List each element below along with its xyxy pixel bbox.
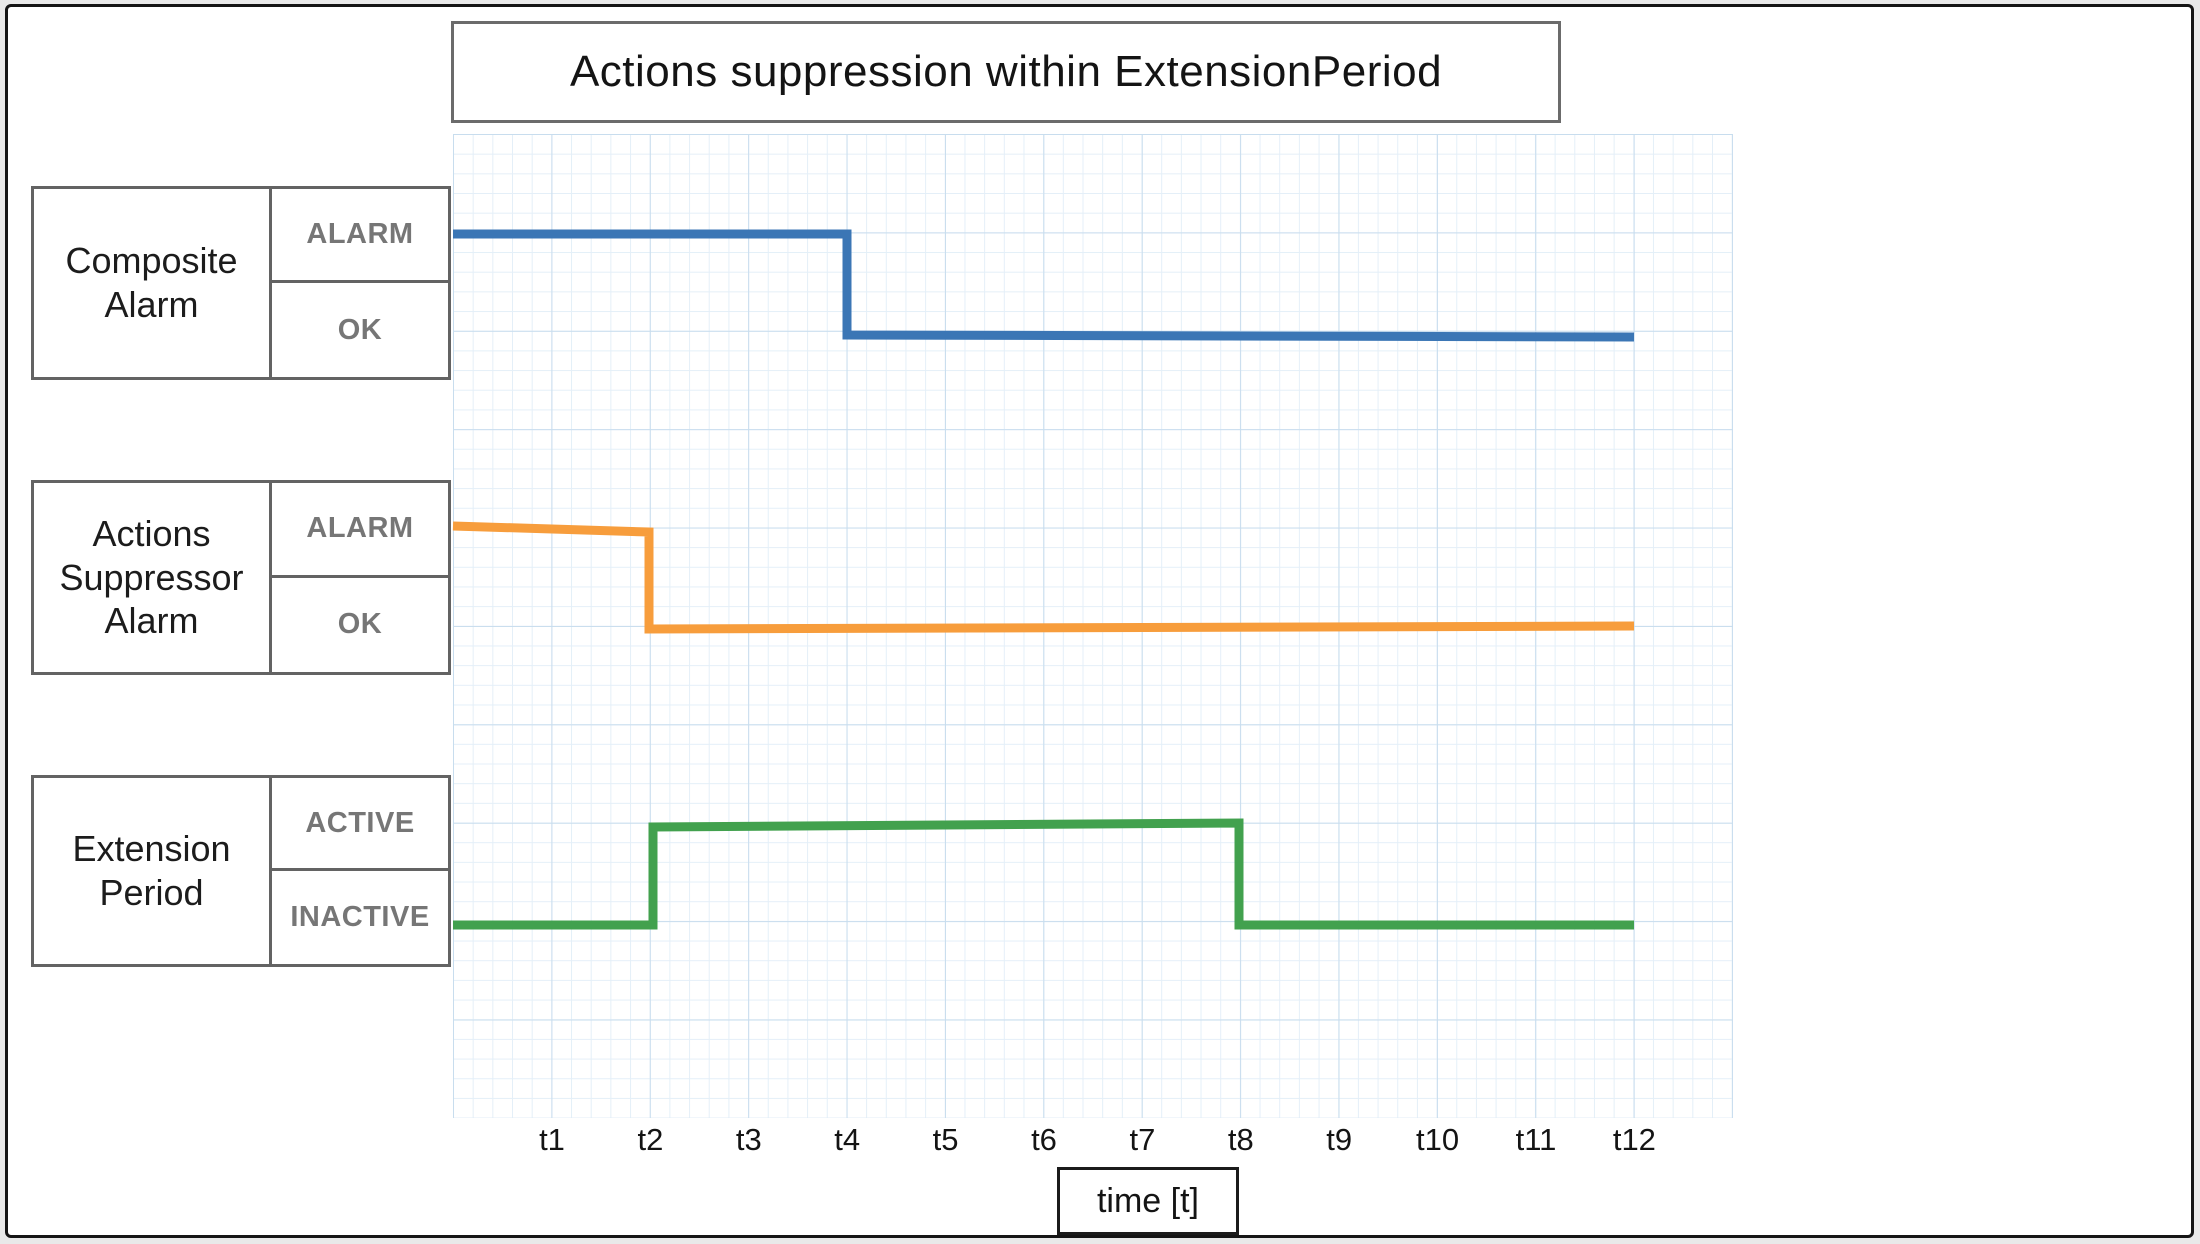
signal-name: Extension Period bbox=[34, 778, 272, 964]
x-tick-t7: t7 bbox=[1129, 1122, 1156, 1157]
x-tick-t9: t9 bbox=[1326, 1122, 1353, 1157]
signal-state-high: ALARM bbox=[272, 189, 448, 283]
x-tick-t5: t5 bbox=[932, 1122, 959, 1157]
x-tick-t8: t8 bbox=[1227, 1122, 1254, 1157]
signal-state-low: OK bbox=[337, 313, 383, 346]
x-tick-t6: t6 bbox=[1031, 1122, 1057, 1157]
signal-name: Composite Alarm bbox=[34, 189, 272, 377]
diagram-title: Actions suppression within ExtensionPeri… bbox=[569, 47, 1443, 96]
x-axis-label-box: time [t] bbox=[1057, 1167, 1239, 1235]
signal-box-composite-alarm: Composite Alarm ALARM OK bbox=[31, 186, 451, 380]
signal-name: Actions Suppressor Alarm bbox=[34, 483, 272, 672]
diagram-frame: Actions suppression within ExtensionPeri… bbox=[5, 4, 2194, 1238]
signal-state-low: INACTIVE bbox=[290, 901, 430, 933]
x-axis-label: time [t] bbox=[1096, 1181, 1200, 1220]
signal-state-low: OK bbox=[337, 608, 383, 641]
x-tick-t4: t4 bbox=[834, 1122, 861, 1157]
x-tick-t11: t11 bbox=[1515, 1122, 1557, 1157]
signal-state-high: ACTIVE bbox=[272, 778, 448, 871]
x-tick-t2: t2 bbox=[637, 1122, 664, 1157]
x-tick-t10: t10 bbox=[1416, 1122, 1460, 1157]
signal-state-high: ALARM bbox=[272, 483, 448, 578]
x-tick-t1: t1 bbox=[539, 1122, 565, 1157]
x-tick-t3: t3 bbox=[735, 1122, 762, 1157]
x-tick-t12: t12 bbox=[1612, 1122, 1656, 1157]
diagram-title-box: Actions suppression within ExtensionPeri… bbox=[451, 21, 1561, 123]
plot-grid bbox=[453, 134, 1733, 1118]
signal-box-extension-period: Extension Period ACTIVE INACTIVE bbox=[31, 775, 451, 967]
signal-box-actions-suppressor-alarm: Actions Suppressor Alarm ALARM OK bbox=[31, 480, 451, 675]
